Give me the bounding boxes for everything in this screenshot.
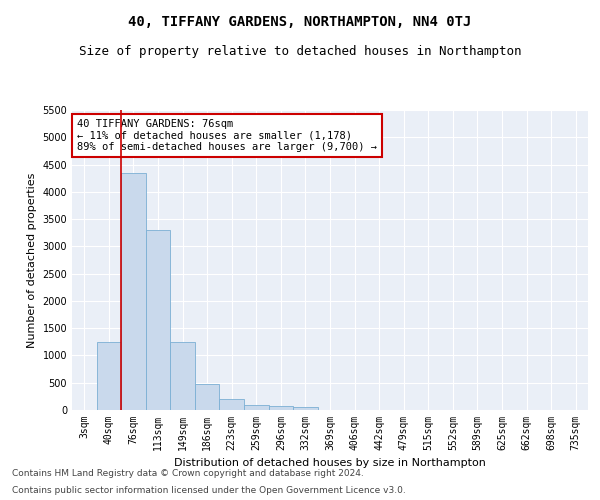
Bar — [121, 172, 146, 410]
Bar — [269, 406, 293, 410]
Text: Contains HM Land Registry data © Crown copyright and database right 2024.: Contains HM Land Registry data © Crown c… — [12, 468, 364, 477]
Bar — [170, 342, 195, 410]
Bar — [244, 404, 269, 410]
Bar — [97, 342, 121, 410]
Text: Contains public sector information licensed under the Open Government Licence v3: Contains public sector information licen… — [12, 486, 406, 495]
Text: Size of property relative to detached houses in Northampton: Size of property relative to detached ho… — [79, 45, 521, 58]
Bar — [220, 399, 244, 410]
Bar — [146, 230, 170, 410]
Text: 40, TIFFANY GARDENS, NORTHAMPTON, NN4 0TJ: 40, TIFFANY GARDENS, NORTHAMPTON, NN4 0T… — [128, 15, 472, 29]
Text: 40 TIFFANY GARDENS: 76sqm
← 11% of detached houses are smaller (1,178)
89% of se: 40 TIFFANY GARDENS: 76sqm ← 11% of detac… — [77, 119, 377, 152]
X-axis label: Distribution of detached houses by size in Northampton: Distribution of detached houses by size … — [174, 458, 486, 468]
Bar — [195, 384, 220, 410]
Bar — [293, 408, 318, 410]
Y-axis label: Number of detached properties: Number of detached properties — [27, 172, 37, 348]
